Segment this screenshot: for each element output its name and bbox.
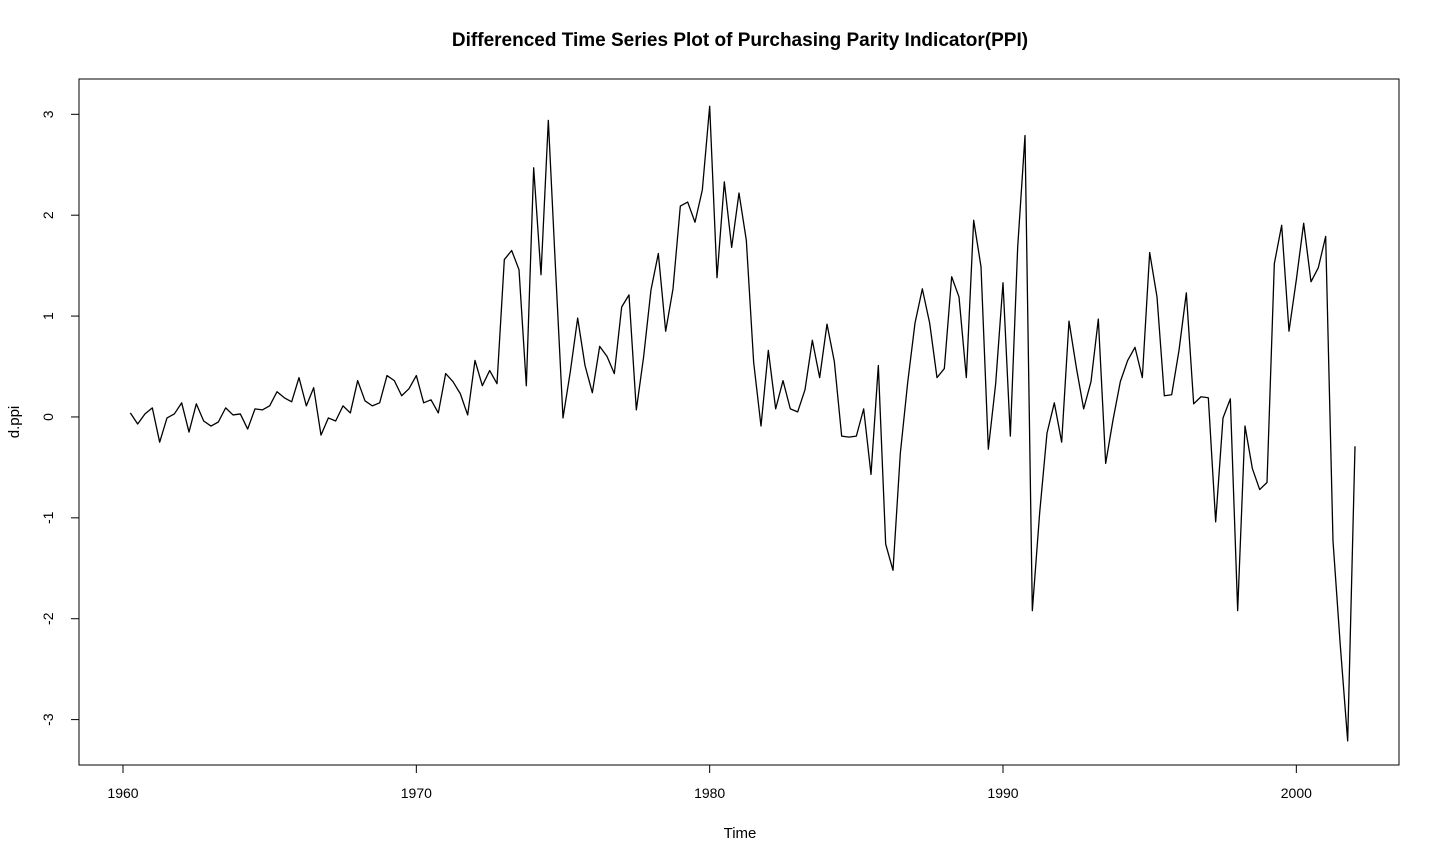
y-axis: -3 -2 -1 0 1 2 3: [40, 110, 80, 726]
x-tick-label: 1980: [694, 785, 725, 801]
y-tick-label: 0: [40, 413, 56, 421]
x-axis: 1960 1970 1980 1990 2000: [107, 764, 1312, 801]
y-tick-label: -3: [40, 713, 56, 726]
x-tick-label: 2000: [1281, 785, 1312, 801]
x-tick-label: 1970: [401, 785, 432, 801]
y-tick-label: 1: [40, 312, 56, 320]
series-line: [129, 105, 1356, 742]
y-tick-label: 3: [40, 110, 56, 118]
y-tick-label: -1: [40, 511, 56, 524]
x-tick-label: 1990: [987, 785, 1018, 801]
y-tick-label: 2: [40, 211, 56, 219]
x-axis-label: Time: [724, 825, 757, 842]
y-tick-label: -2: [40, 612, 56, 625]
x-tick-label: 1960: [107, 785, 138, 801]
chart-title: Differenced Time Series Plot of Purchasi…: [452, 30, 1028, 51]
y-axis-label: d.ppi: [6, 406, 23, 439]
plot-frame: [78, 78, 1400, 766]
